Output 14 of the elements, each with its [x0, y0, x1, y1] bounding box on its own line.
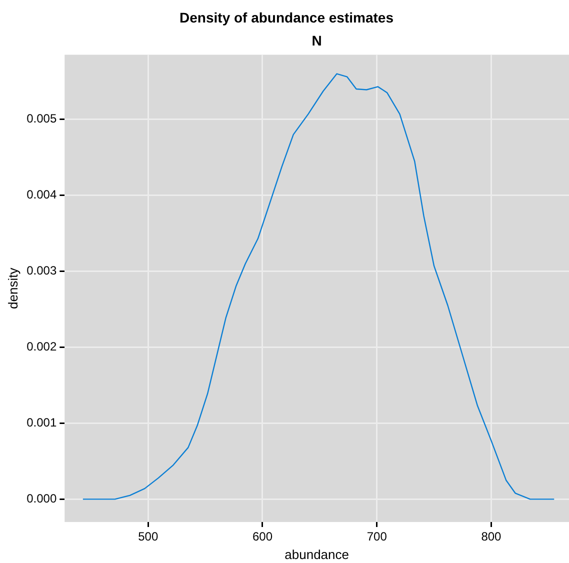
x-tick-label: 700 [366, 530, 388, 544]
chart-subtitle: N [312, 32, 322, 49]
x-tick-label: 500 [138, 530, 158, 544]
chart-title: Density of abundance estimates [180, 9, 394, 26]
y-tick-label: 0.004 [26, 188, 57, 202]
x-tick-label: 800 [481, 530, 502, 544]
y-tick-label: 0.000 [26, 492, 57, 506]
x-axis-title: abundance [284, 546, 349, 562]
y-tick-label: 0.001 [26, 416, 57, 430]
y-tick-label: 0.005 [26, 112, 57, 126]
y-tick-label: 0.002 [26, 340, 57, 354]
x-tick-label: 600 [252, 530, 273, 544]
y-tick-label: 0.003 [26, 264, 57, 278]
y-axis-title: density [5, 267, 20, 309]
